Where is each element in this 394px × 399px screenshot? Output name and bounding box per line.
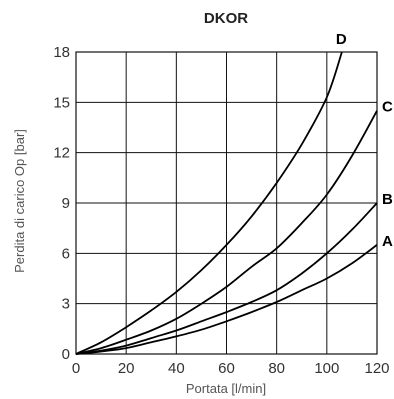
series-curves [75, 51, 378, 355]
series-label-c: C [382, 99, 393, 116]
x-tick-label: 20 [118, 360, 135, 377]
y-tick-label: 3 [62, 296, 70, 313]
chart-title: DKOR [204, 10, 248, 27]
x-tick-label: 80 [268, 360, 285, 377]
x-tick-label: 100 [314, 360, 339, 377]
series-labels: D C B A [336, 31, 393, 250]
x-tick-label: 60 [218, 360, 235, 377]
grid [75, 51, 378, 355]
y-tick-label: 6 [62, 245, 70, 262]
y-axis-label: Perdita di carico Op [bar] [12, 129, 27, 273]
x-tick-labels: 0 20 40 60 80 100 120 [72, 360, 390, 377]
y-tick-labels: 0 3 6 9 12 15 18 [53, 44, 70, 363]
y-tick-label: 12 [53, 145, 70, 162]
series-line-a [75, 244, 378, 355]
series-line-c [75, 110, 378, 355]
series-label-d: D [336, 31, 347, 48]
y-tick-label: 9 [62, 195, 70, 212]
series-line-b [75, 202, 378, 355]
series-label-b: B [382, 191, 393, 208]
x-tick-label: 120 [364, 360, 389, 377]
x-axis-label: Portata [l/min] [186, 381, 266, 396]
y-tick-label: 15 [53, 94, 70, 111]
series-label-a: A [382, 233, 393, 250]
series-line-d [75, 51, 343, 355]
x-tick-label: 0 [72, 360, 80, 377]
y-tick-label: 18 [53, 44, 70, 61]
x-tick-label: 40 [168, 360, 185, 377]
y-tick-label: 0 [62, 346, 70, 363]
